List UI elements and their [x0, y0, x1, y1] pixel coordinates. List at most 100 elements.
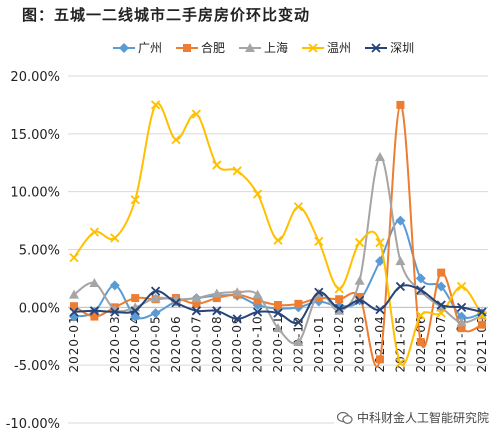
legend-label: 广州 [138, 41, 163, 55]
data-point [110, 307, 120, 317]
x-tick-label: 2020-01 [67, 315, 81, 372]
data-point [232, 166, 242, 176]
data-point [171, 134, 181, 145]
legend-marker [308, 42, 318, 53]
data-point [293, 202, 304, 212]
legend-swatch [365, 42, 388, 53]
legend-marker [183, 43, 192, 52]
legend-swatch [113, 42, 135, 53]
legend-label: 深圳 [390, 41, 415, 55]
wechat-icon [336, 411, 353, 424]
data-point [274, 301, 282, 310]
watermark: 中科财金人工智能研究院 [333, 408, 492, 427]
data-point [131, 294, 140, 303]
data-point [273, 308, 283, 318]
x-tick-label: 2020-07 [189, 315, 203, 372]
y-tick-label: 0.00% [19, 301, 60, 316]
data-point [395, 358, 406, 368]
data-point [70, 302, 78, 311]
data-point [354, 275, 365, 285]
legend-item: 温州 [301, 39, 351, 56]
data-point [293, 337, 304, 347]
data-point [456, 317, 467, 327]
data-point [376, 355, 384, 364]
y-tick-label: 5.00% [19, 244, 60, 259]
data-point [395, 256, 406, 266]
data-point [69, 289, 79, 299]
legend-marker [119, 42, 129, 53]
data-point [89, 306, 100, 316]
data-point [456, 281, 467, 292]
chart-legend: 广州 合肥 上海 温州 深圳 [112, 39, 414, 56]
data-point [375, 305, 385, 315]
data-point [191, 109, 202, 119]
data-point [355, 292, 364, 301]
data-point [457, 324, 466, 333]
legend-swatch [176, 43, 199, 52]
x-tick-label: 2021-05 [393, 315, 407, 372]
x-tick-label: 2020-06 [169, 315, 183, 372]
data-point [314, 236, 324, 247]
data-point [89, 227, 100, 237]
x-tick-label: 2021-02 [332, 315, 346, 372]
data-point [90, 312, 99, 321]
data-point [416, 338, 425, 347]
data-point [334, 284, 344, 294]
x-tick-label: 2021-07 [434, 315, 448, 372]
x-tick-label: 2020-03 [108, 315, 122, 372]
data-point [314, 287, 324, 297]
data-point [130, 306, 140, 316]
data-point [192, 299, 201, 308]
legend-item: 深圳 [364, 39, 414, 56]
data-point [396, 100, 405, 109]
data-point [252, 189, 263, 199]
y-tick-label: 20.00% [10, 70, 60, 85]
data-point [232, 314, 242, 324]
legend-label: 温州 [327, 41, 352, 55]
data-point [89, 278, 100, 288]
data-point [478, 320, 486, 329]
data-point [334, 303, 344, 314]
watermark-text: 中科财金人工智能研究院 [356, 411, 489, 425]
data-point [436, 308, 446, 318]
data-point [252, 289, 263, 299]
data-point [212, 294, 221, 303]
data-point [212, 306, 222, 316]
data-point [69, 307, 79, 317]
data-point [130, 195, 140, 205]
data-point [354, 295, 365, 306]
data-point [335, 295, 344, 304]
data-point [150, 100, 161, 110]
data-point [150, 308, 161, 319]
data-point [354, 237, 365, 248]
y-tick-label: -5.00% [14, 359, 60, 374]
legend-swatch [239, 42, 262, 52]
data-point [375, 151, 385, 161]
data-point [150, 293, 161, 303]
x-tick-label: 2021-01 [312, 315, 326, 372]
data-point [314, 294, 323, 303]
data-point [69, 252, 79, 263]
data-point [191, 306, 202, 316]
data-point [416, 310, 426, 321]
x-tick-label: 2021-09 [475, 315, 489, 372]
legend-item: 广州 [112, 39, 162, 56]
legend-marker [371, 42, 381, 53]
y-tick-label: 10.00% [10, 186, 60, 201]
data-point [211, 288, 222, 298]
data-point [273, 235, 283, 245]
legend-label: 合肥 [201, 41, 226, 55]
data-point [109, 280, 120, 291]
data-point [150, 286, 161, 296]
data-point [416, 285, 426, 295]
data-point [294, 299, 303, 308]
data-point [436, 281, 447, 292]
data-point [293, 317, 304, 328]
data-point [456, 311, 467, 322]
data-point [375, 237, 385, 248]
x-tick-label: 2020-08 [210, 315, 224, 372]
data-point [253, 296, 262, 305]
data-point [252, 307, 263, 317]
data-point [437, 268, 446, 277]
